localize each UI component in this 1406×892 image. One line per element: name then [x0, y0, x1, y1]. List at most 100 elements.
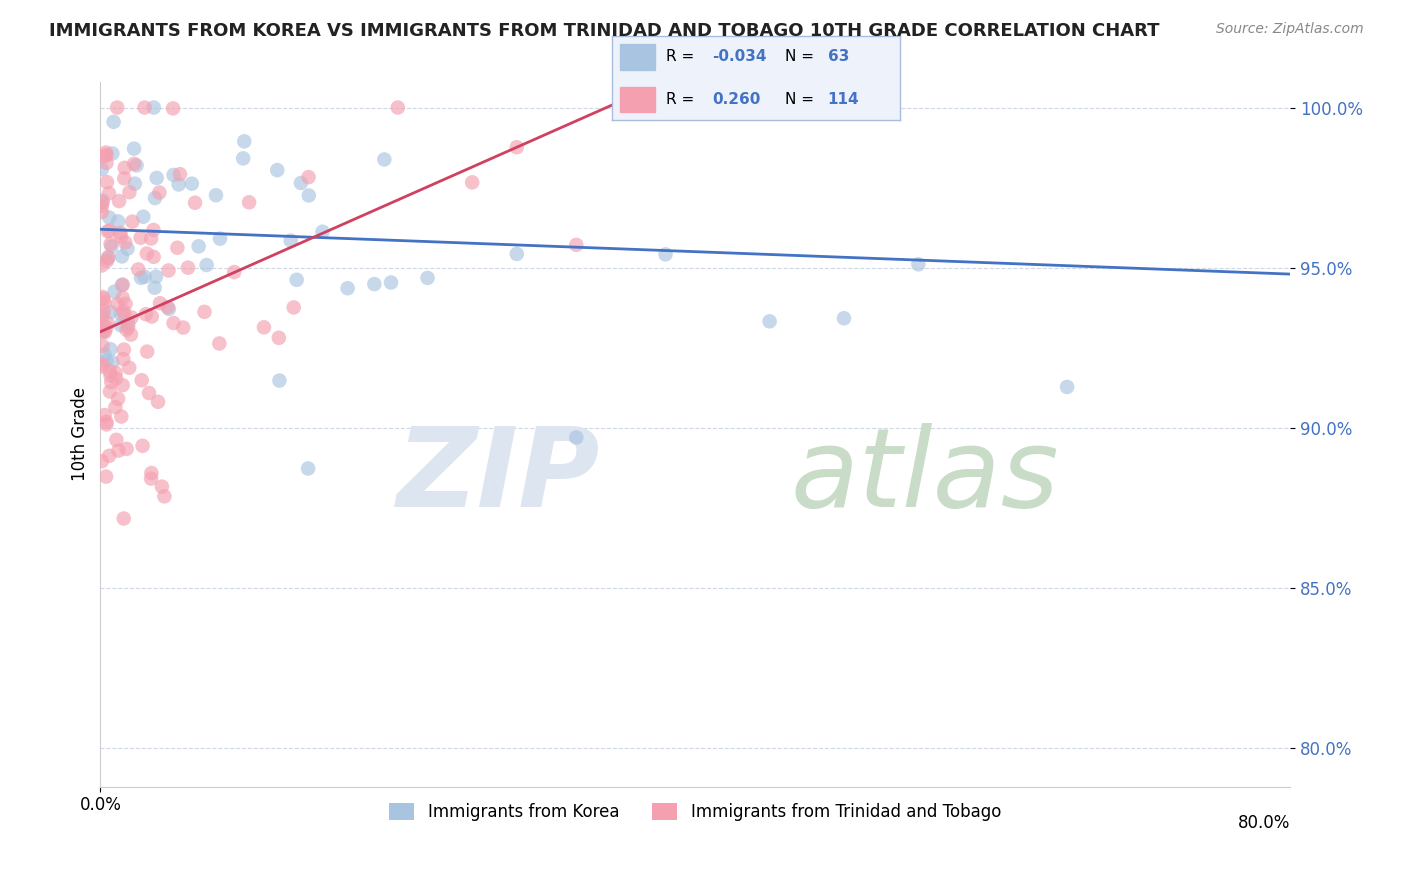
Point — [96, 415, 118, 429]
Point — [184, 195, 207, 210]
Point — [136, 344, 159, 359]
Point — [91, 339, 114, 353]
Point — [380, 276, 402, 290]
Point — [166, 241, 188, 255]
Point — [363, 277, 385, 291]
Point — [121, 310, 143, 325]
Point — [290, 176, 312, 190]
Point — [97, 251, 120, 265]
Point — [205, 188, 228, 202]
Point — [90, 259, 112, 273]
Point — [111, 278, 134, 293]
Point — [121, 214, 143, 228]
Point — [93, 149, 115, 163]
Point — [506, 247, 529, 261]
Point — [90, 162, 112, 177]
Point — [97, 250, 120, 264]
Point — [224, 265, 246, 279]
Point — [298, 188, 321, 202]
Text: 114: 114 — [828, 92, 859, 107]
Point — [149, 296, 172, 310]
Point — [91, 194, 114, 208]
Point — [103, 115, 125, 129]
Point — [103, 285, 125, 299]
Point — [93, 295, 115, 310]
Point — [193, 305, 215, 319]
Point — [132, 210, 155, 224]
Point — [129, 270, 152, 285]
Point — [146, 394, 169, 409]
Point — [111, 291, 134, 305]
Point — [91, 308, 114, 322]
Point — [156, 300, 179, 314]
Point — [195, 258, 218, 272]
Point — [110, 226, 132, 240]
Point — [104, 400, 127, 414]
Point — [96, 320, 118, 334]
Point — [90, 199, 112, 213]
Point — [285, 273, 308, 287]
Point — [120, 327, 142, 342]
Point — [157, 301, 180, 316]
Text: R =: R = — [666, 49, 695, 64]
Point — [714, 101, 737, 115]
Point — [758, 314, 780, 328]
Point — [98, 211, 121, 225]
Point — [177, 260, 200, 275]
Point — [110, 307, 132, 321]
Point — [143, 281, 166, 295]
Point — [187, 239, 209, 253]
Point — [100, 368, 122, 383]
Point — [100, 343, 122, 357]
Point — [141, 310, 163, 324]
Point — [110, 318, 132, 333]
Point — [110, 409, 132, 424]
Point — [93, 304, 115, 318]
Point — [98, 449, 121, 463]
Point — [122, 142, 145, 156]
Y-axis label: 10th Grade: 10th Grade — [72, 387, 89, 482]
Point — [208, 232, 231, 246]
Point — [461, 175, 484, 189]
Point — [98, 364, 121, 378]
Point — [134, 101, 156, 115]
Point — [98, 223, 121, 237]
Point — [138, 386, 160, 401]
Point — [100, 375, 122, 389]
Point — [107, 443, 129, 458]
Point — [145, 170, 167, 185]
Point — [208, 336, 231, 351]
Point — [127, 262, 149, 277]
Text: R =: R = — [666, 92, 695, 107]
Bar — [620, 87, 655, 112]
Point — [167, 178, 190, 192]
Text: atlas: atlas — [790, 423, 1059, 530]
Point — [233, 134, 256, 148]
Point — [90, 359, 112, 374]
Point — [148, 186, 170, 200]
Point — [112, 171, 135, 186]
Point — [100, 239, 122, 253]
Point — [832, 311, 855, 326]
Legend: Immigrants from Korea, Immigrants from Trinidad and Tobago: Immigrants from Korea, Immigrants from T… — [382, 797, 1008, 828]
Point — [117, 320, 139, 334]
Point — [1056, 380, 1078, 394]
Text: ZIP: ZIP — [396, 423, 600, 530]
Bar — [620, 44, 655, 70]
Point — [115, 442, 138, 456]
Point — [117, 317, 139, 331]
Point — [97, 316, 120, 330]
Point — [131, 373, 153, 387]
Point — [416, 271, 439, 285]
Point — [297, 461, 319, 475]
Point — [297, 170, 319, 185]
Point — [91, 195, 114, 210]
Point — [238, 195, 260, 210]
Point — [142, 250, 165, 264]
Point — [135, 307, 157, 321]
Point — [112, 352, 135, 367]
Point — [107, 214, 129, 228]
Point — [107, 392, 129, 406]
Point — [118, 185, 141, 199]
Point — [115, 323, 138, 337]
